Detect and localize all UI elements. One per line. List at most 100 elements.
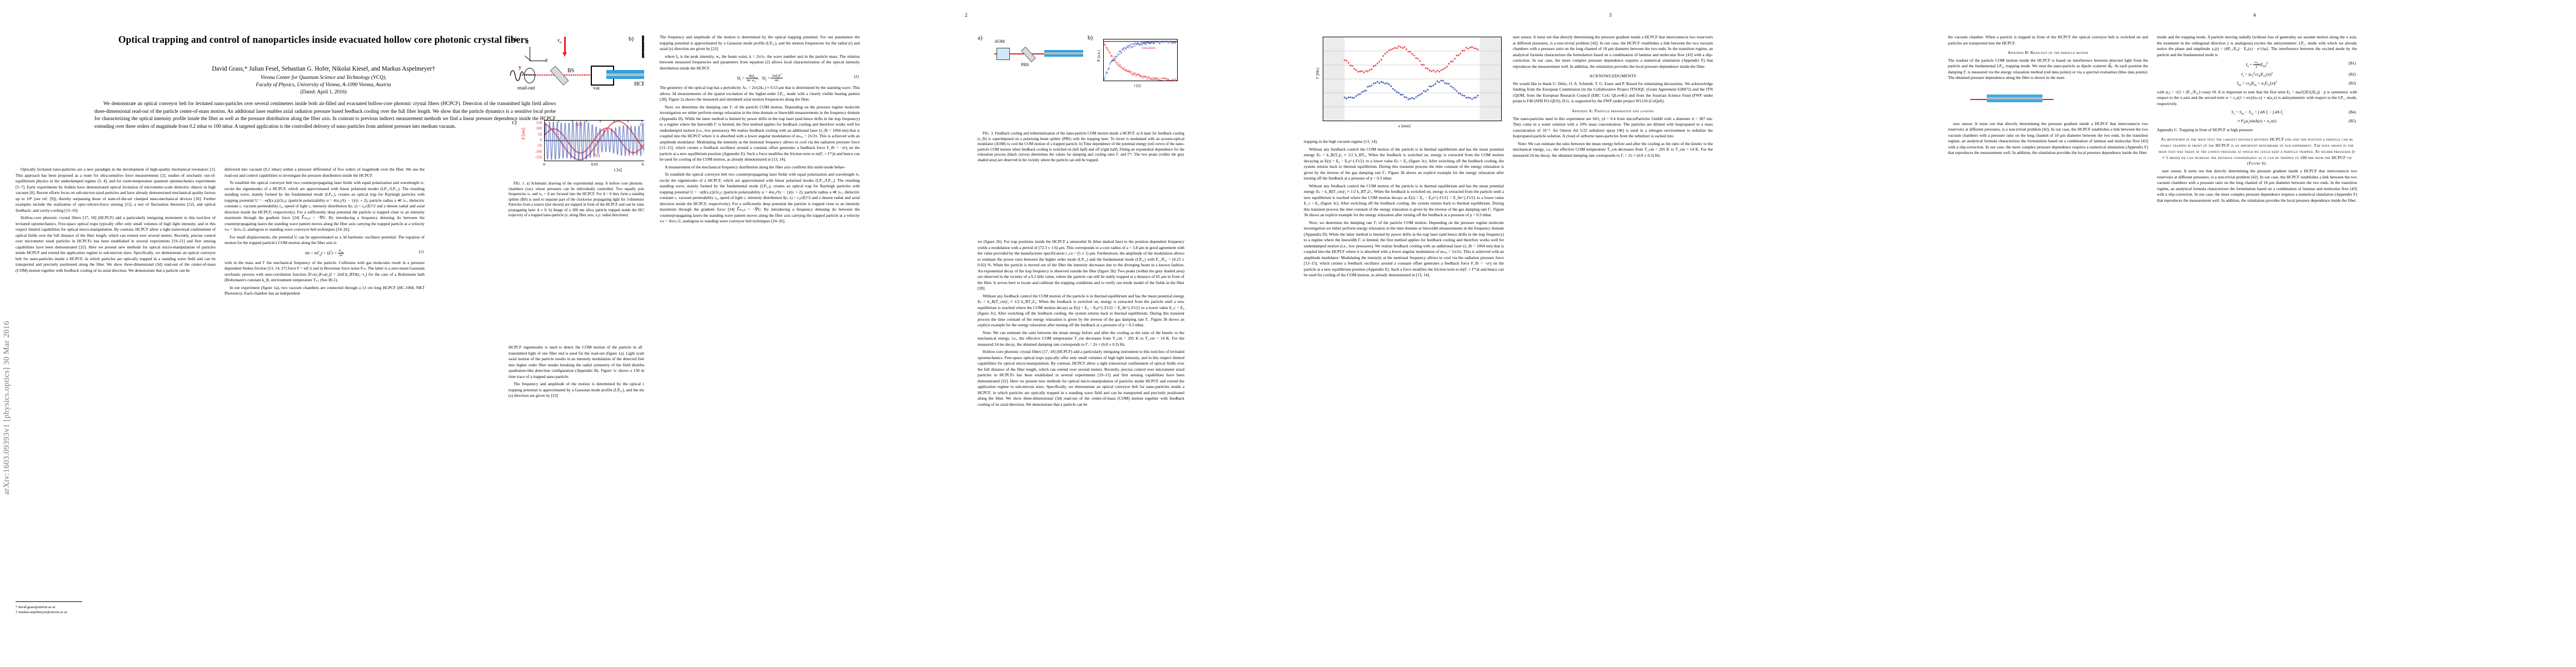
page-1: arXiv:1603.09393v1 [physics.optics] 30 M… (0, 0, 644, 667)
trace-z-label: z(t) (640, 121, 644, 127)
figure-4-canvas (1323, 37, 1501, 121)
paragraph: where I₀ is the peak intensity, w₀ the b… (660, 54, 860, 72)
page-number: 2 (965, 12, 968, 18)
figure-4-xlabel: z [mm] (1398, 123, 1411, 128)
nu-tr-label: νtr (557, 37, 562, 43)
vac-left-label: vac (593, 86, 600, 91)
figure-3-caption: FIG. 3. Feedback cooling and rethermaliz… (978, 131, 1184, 163)
acknowledgments-text: We would like to thank U. Delic, O. A. S… (1513, 81, 1713, 104)
paragraph: delivered into vacuum (0.2 mbar) within … (225, 167, 425, 178)
paragraph: Hollow-core photonic crystal fibers [17,… (16, 215, 216, 273)
equation-number: (B3) (2349, 81, 2356, 86)
readout-label: read-out (517, 86, 535, 91)
paragraph: Next, we determine the damping rate Γᵢ o… (660, 104, 860, 163)
paragraph: A measurement of the mechanical frequenc… (660, 165, 860, 171)
readout-lens-icon (524, 68, 535, 83)
page3-column-right: sure sensor. It turns out that directly … (1513, 34, 1713, 618)
bs-label: BS (567, 68, 574, 74)
paragraph: inside and the trapping mode. A particle… (2157, 34, 2357, 58)
page1-column-left: Optically levitated nano-particles are a… (16, 167, 216, 628)
abstract-text: We demonstrate an optical conveyor belt … (94, 101, 556, 129)
figure-1: a) x z y νtr read-o (509, 34, 644, 173)
aom-label: AOM (994, 39, 1005, 44)
paragraph: ior (figure 2b). For trap positions insi… (978, 239, 1184, 292)
trace-y-label: y(t) (593, 152, 600, 158)
figure-3b-ylabel: E [a.u.] (1097, 50, 1101, 62)
footnote-item: † markus.aspelmeyer@univie.ac.at (16, 610, 216, 615)
legend-relaxation: relaxation (1142, 47, 1155, 50)
paragraph: trapping in the high vacuum regime [13, … (1304, 139, 1504, 145)
page-2: 2 The frequency and amplitude of the mot… (644, 0, 1288, 667)
paragraph: Note: We can estimate the ratio between … (978, 330, 1184, 348)
paragraph: In our experiment (figure 1a), two vacuu… (225, 285, 425, 297)
legend-excitation: excitation (1142, 41, 1155, 44)
paragraph: with m the mass and Γ the mechanical fre… (225, 260, 425, 283)
footnote-rule (16, 601, 82, 602)
equation-number: (B1) (2349, 61, 2356, 66)
figure-1-caption-block: FIG. 1. a) Schematic drawing of the expe… (509, 181, 644, 220)
figure-3-caption-block: FIG. 3. Feedback cooling and rethermaliz… (978, 131, 1184, 165)
figure-1c-ytick: -50 (525, 143, 542, 148)
figure-1c-xlabel: t [s] (614, 167, 621, 172)
paragraph: The geometry of the optical trap has a p… (660, 85, 860, 103)
equation-1: m̈z + mΓgż + Ω2z = Fthm (1) (225, 249, 425, 257)
page3-column-left: trapping in the high vacuum regime [13, … (1304, 139, 1504, 617)
page-3: 3 z [mm] Γ [Hz] trapping in the high vac… (1288, 0, 1932, 667)
beam-splitter-icon (550, 66, 569, 85)
figure-1c-ytick: 150 (525, 121, 542, 125)
pbs-label: PBS (1021, 62, 1029, 67)
equation-number: (B4) (2349, 109, 2356, 115)
appendix-c-heading: As mentioned in the main text the larges… (2157, 137, 2357, 167)
paragraph: Without any feedback control the COM mot… (1304, 183, 1504, 218)
paragraph: sure sensor. It turns out that directly … (1948, 121, 2148, 156)
figure-1-panel-a: a) x z y νtr read-o (509, 34, 644, 118)
appendix-b-schematic (1948, 84, 2148, 118)
figure-1-panel-b-label: b) (629, 36, 634, 42)
page1-column-right: delivered into vacuum (0.2 mbar) within … (225, 167, 425, 628)
equation-number: (1) (419, 249, 423, 255)
axis-z-label: z (545, 57, 547, 63)
page1-column-far-right: HCPCF eigenmodes is used to detect the C… (509, 345, 644, 606)
pbs-icon (1021, 47, 1036, 62)
figure-3b-canvas (1104, 39, 1177, 81)
figure-3-panel-b-label: b) (1088, 34, 1093, 41)
paragraph: sure sensor. It turns out that directly … (1513, 34, 1713, 69)
equation-number: (B2) (2349, 72, 2356, 77)
paragraph: For small displacements, the potential U… (225, 235, 425, 246)
readout-wave-icon (510, 68, 524, 83)
equation-b3: Itot = cε0|E01 + a1E11(x)|2 (B3) (2157, 81, 2357, 87)
paragraph: Note: We can estimate the ratio between … (1513, 141, 1713, 159)
page4-column-right: inside and the trapping mode. A particle… (2157, 34, 2357, 618)
paragraph: HCPCF eigenmodes is used to detect the C… (509, 345, 644, 380)
figure-1-panel-a-label: a) (512, 36, 517, 42)
paragraph: with |a₁| = √(2 + (P₁₁/P₀₁)·cosα) ≠0. It… (2157, 89, 2357, 107)
equation-b1: I0 = cε0 2 |E01|2 (B1) (2157, 61, 2357, 69)
paper-sheet: arXiv:1603.09393v1 [physics.optics] 30 M… (0, 0, 2576, 667)
page4-column-left: the vacuum chamber. When a particle is t… (1948, 34, 2148, 618)
hcpcf-label: HCPCF (634, 81, 644, 87)
paragraph: Appendix C: Trapping in front of HCPCF a… (2157, 127, 2357, 133)
figure-3b-plot (1103, 39, 1178, 81)
figure-3-panel-a-label: a) (978, 34, 983, 41)
trap-beam-arrow (562, 52, 567, 57)
figure-1c-ytick: 50 (525, 132, 542, 137)
trace-x-label: x(t) (575, 121, 582, 127)
paragraph: To establish the optical conveyor belt t… (660, 172, 860, 225)
page-number: 4 (2253, 12, 2256, 18)
abstract: We demonstrate an optical conveyor belt … (94, 100, 556, 130)
equation-number: (B5) (2349, 118, 2356, 124)
page-4: 4 the vacuum chamber. When a particle is… (1932, 0, 2576, 667)
figure-4-ylabel: Γ [Hz] (1315, 68, 1320, 79)
figure-1c-ytick: -100 (525, 150, 542, 154)
paragraph: The readout of the particle COM motion i… (1948, 58, 2148, 81)
fiber-core (1987, 97, 2042, 99)
figure-3: a) AOM PBS b) excitation relaxation t [s… (978, 34, 1184, 123)
paragraph: Without any feedback control the COM mot… (1304, 147, 1504, 182)
figure-1c-ytick: 100 (525, 126, 542, 131)
appendix-a-heading: Appendix A: Particle preparation and loa… (1513, 108, 1713, 115)
axis-x-label: x (526, 39, 529, 46)
figure-1-panel-c-label: c) (512, 119, 517, 126)
figure-1c-ytick: -150 (525, 155, 542, 160)
footnote-item: * david.grass@univie.ac.at (16, 605, 216, 610)
figure-1c-xtick: 0 (535, 162, 553, 167)
